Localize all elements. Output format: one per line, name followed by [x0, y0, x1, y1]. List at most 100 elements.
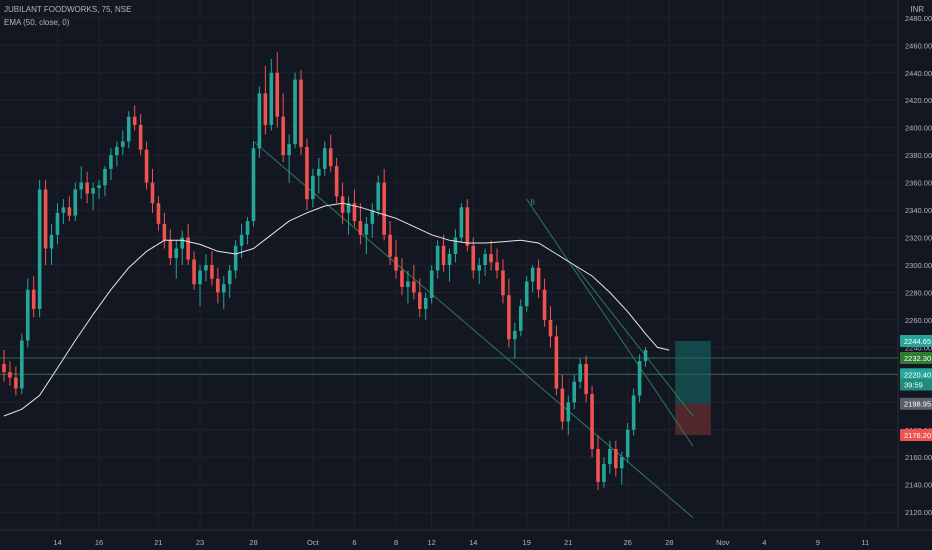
- candle: [447, 248, 452, 282]
- candle-body: [364, 223, 369, 235]
- candle: [287, 134, 291, 183]
- candle: [441, 234, 446, 272]
- candle: [49, 223, 54, 265]
- candle: [418, 278, 422, 318]
- candle: [198, 265, 202, 307]
- candle: [477, 258, 481, 285]
- candle-body: [198, 270, 202, 285]
- candle: [192, 251, 196, 290]
- candle: [144, 141, 149, 190]
- candle-body: [91, 188, 95, 194]
- candle-body: [305, 146, 309, 200]
- candle-body: [263, 93, 268, 125]
- candle: [548, 306, 553, 348]
- candle-body: [109, 155, 113, 169]
- candle: [2, 350, 6, 382]
- candle: [103, 166, 107, 197]
- candle-body: [459, 207, 464, 238]
- price-tag-bg: [900, 397, 932, 410]
- price-tag-label: 39:59: [904, 380, 923, 389]
- price-tag-label: 2244.65: [904, 337, 931, 346]
- price-tag: 39:59: [900, 378, 932, 391]
- candle: [233, 240, 238, 279]
- candle: [20, 333, 24, 395]
- price-tick-label: 2160.00: [905, 453, 932, 462]
- candle: [596, 435, 600, 491]
- candle-body: [245, 221, 250, 235]
- candle-body: [518, 306, 523, 331]
- candle: [346, 196, 351, 235]
- candle-body: [619, 457, 624, 469]
- candle-body: [608, 448, 612, 465]
- candle: [328, 134, 333, 172]
- candle: [79, 166, 84, 200]
- candle: [453, 229, 458, 263]
- candle: [625, 422, 630, 463]
- time-tick-label: Oct: [307, 538, 320, 547]
- candle: [162, 212, 167, 249]
- candle: [299, 70, 303, 156]
- candle-body: [174, 248, 179, 259]
- time-tick-label: 21: [154, 538, 162, 547]
- candle: [554, 325, 559, 396]
- price-tag-bg: [900, 428, 932, 441]
- candle-body: [227, 270, 232, 285]
- candle: [115, 141, 119, 167]
- candle-body: [548, 319, 553, 337]
- price-tag-bg: [900, 378, 932, 391]
- candle: [43, 179, 48, 265]
- candle: [25, 278, 30, 348]
- candle: [257, 86, 262, 158]
- candle: [180, 230, 184, 265]
- time-tick-label: 19: [523, 538, 531, 547]
- candle-body: [61, 207, 66, 213]
- candle: [67, 196, 72, 222]
- candle-body: [406, 281, 410, 287]
- candle-body: [382, 182, 386, 235]
- candle: [317, 157, 321, 194]
- candle: [132, 105, 137, 131]
- candle-body: [20, 340, 24, 389]
- candle-body: [275, 72, 280, 117]
- candle-body: [507, 295, 511, 340]
- ema-legend: EMA (50, close, 0): [4, 18, 70, 27]
- candle-body: [536, 267, 541, 290]
- candle: [507, 278, 511, 348]
- candle: [614, 440, 618, 477]
- candle-body: [340, 196, 345, 213]
- price-tick-label: 2440.00: [905, 69, 932, 78]
- candle: [382, 168, 386, 241]
- candle: [322, 141, 327, 176]
- time-tick-label: 6: [352, 538, 356, 547]
- candle-body: [2, 363, 6, 373]
- candle-body: [126, 116, 131, 142]
- candle: [186, 223, 190, 265]
- candle: [109, 148, 113, 180]
- candle-body: [67, 207, 72, 216]
- candle: [61, 199, 66, 224]
- candle-body: [37, 189, 42, 309]
- price-tag-label: 2220.40: [904, 370, 931, 379]
- time-tick-label: 11: [861, 538, 869, 547]
- time-tick-label: 28: [665, 538, 673, 547]
- candle: [251, 141, 256, 227]
- price-tick-label: 2360.00: [905, 179, 932, 188]
- candle-body: [566, 402, 571, 422]
- candle-body: [43, 189, 48, 249]
- candle: [97, 179, 101, 200]
- candle: [584, 355, 588, 403]
- candle-body: [186, 237, 190, 260]
- price-tag-label: 2232.30: [904, 354, 931, 363]
- candle-body: [400, 270, 404, 287]
- candle-body: [453, 237, 458, 255]
- candle-body: [269, 72, 274, 125]
- candle-body: [489, 254, 493, 263]
- candle-body: [358, 221, 363, 235]
- candle: [572, 374, 577, 410]
- candle: [204, 254, 208, 282]
- candle: [210, 251, 214, 286]
- candle: [358, 203, 363, 245]
- candle-body: [637, 361, 642, 396]
